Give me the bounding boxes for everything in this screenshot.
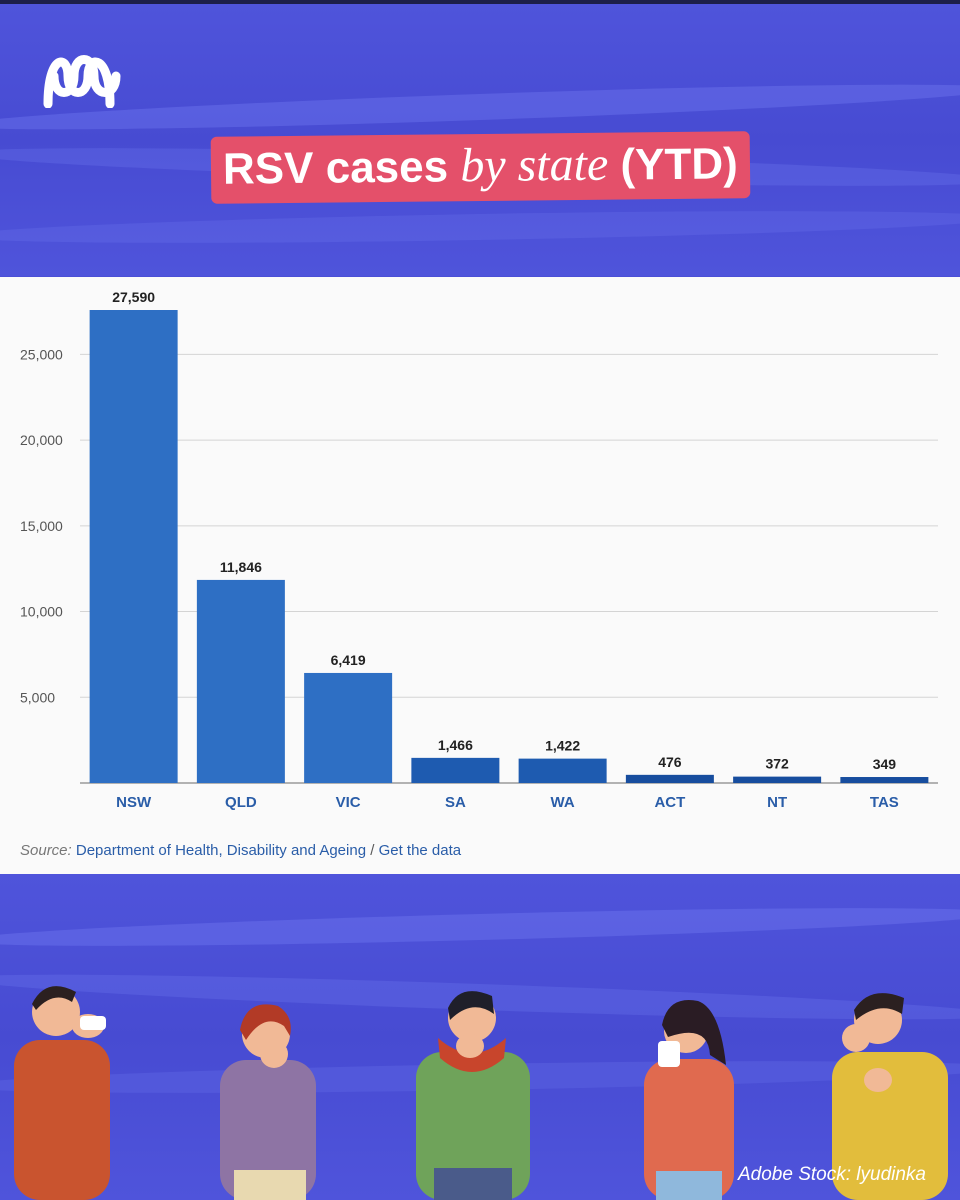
bar-nsw: [89, 310, 178, 783]
x-tick-label-wa: WA: [551, 794, 575, 811]
x-tick-label-nsw: NSW: [116, 794, 152, 811]
y-tick-label-5000: 5,000: [20, 689, 55, 705]
value-label-act: 476: [658, 754, 682, 770]
value-label-vic: 6,419: [331, 652, 366, 668]
x-tick-label-qld: QLD: [225, 794, 257, 811]
title-part-2: by state: [459, 137, 609, 193]
get-the-data-link[interactable]: Get the data: [378, 842, 462, 859]
title-part-3: (YTD): [619, 139, 738, 190]
source-separator: /: [370, 842, 375, 859]
y-tick-label-25000: 25,000: [20, 346, 63, 362]
value-label-wa: 1,422: [545, 738, 580, 754]
abc-logo-icon: [43, 55, 121, 108]
source-name-link[interactable]: Department of Health, Disability and Age…: [75, 842, 367, 859]
bar-vic: [304, 672, 393, 783]
y-tick-label-10000: 10,000: [20, 604, 63, 620]
value-label-qld: 11,846: [220, 559, 262, 575]
bar-sa: [411, 757, 500, 783]
bar-qld: [196, 579, 285, 783]
coughing-person-5-illustration: [832, 993, 948, 1200]
x-tick-label-act: ACT: [654, 794, 685, 811]
source-line: Source: Department of Health, Disability…: [20, 842, 461, 859]
value-label-nsw: 27,590: [112, 289, 155, 305]
y-tick-label-20000: 20,000: [20, 432, 63, 448]
bar-chart: 5,000 10,000 15,000 20,000 25,000 27,590 NSW 11…: [20, 289, 938, 811]
bar-tas: [840, 777, 929, 783]
x-tick-label-vic: VIC: [336, 794, 361, 811]
x-tick-label-nt: NT: [767, 794, 787, 811]
x-tick-label-sa: SA: [445, 794, 466, 811]
value-label-nt: 372: [765, 756, 789, 772]
page-title: RSV cases by state (YTD): [0, 131, 960, 204]
value-label-sa: 1,466: [438, 737, 473, 753]
image-credit: Adobe Stock: lyudinka: [737, 1164, 926, 1185]
bar-wa: [518, 758, 607, 783]
source-label: Source:: [20, 842, 72, 859]
title-part-1: RSV cases: [222, 142, 448, 194]
value-label-tas: 349: [873, 756, 897, 772]
sneezing-person-4-illustration: [644, 1000, 734, 1200]
bar-nt: [733, 776, 822, 783]
coughing-person-3-illustration: [416, 991, 530, 1200]
y-tick-label-15000: 15,000: [20, 518, 63, 534]
sneezing-person-1-illustration: [14, 986, 110, 1200]
illustration-band: Adobe Stock: lyudinka: [0, 874, 960, 1200]
x-tick-label-tas: TAS: [870, 794, 899, 811]
coughing-person-2-illustration: [220, 1004, 316, 1200]
top-border: [0, 0, 960, 4]
chart-panel: 5,000 10,000 15,000 20,000 25,000 27,590 NSW 11…: [0, 277, 960, 874]
bar-act: [625, 774, 714, 783]
